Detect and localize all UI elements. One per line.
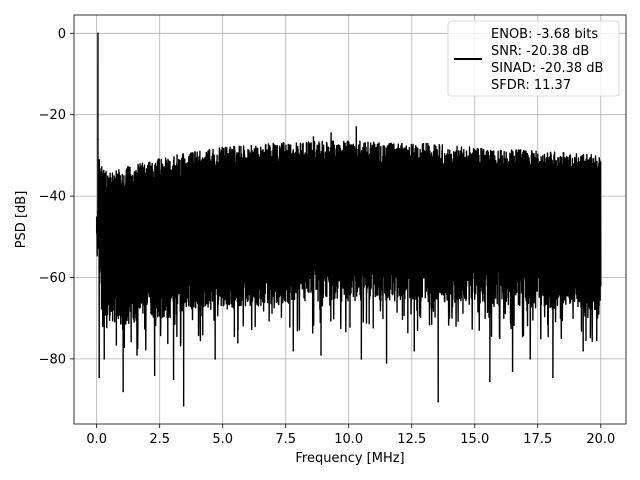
x-tick-label: 17.5 <box>523 432 552 447</box>
x-axis-label: Frequency [MHz] <box>295 451 404 466</box>
psd-dip-point <box>552 376 554 378</box>
x-tick-label: 12.5 <box>397 432 426 447</box>
y-tick-label: −40 <box>39 190 66 205</box>
psd-trace-line <box>95 32 602 407</box>
plot-frame <box>73 14 627 425</box>
y-tick-label: 0 <box>58 27 66 42</box>
legend-box <box>447 20 620 97</box>
x-axis-ticks: 0.0 2.5 5.0 7.5 10.0 12.5 15.0 17.5 20.0 <box>86 424 615 447</box>
y-tick-label: −20 <box>39 108 66 123</box>
psd-peak-point <box>97 138 99 140</box>
psd-dip-point <box>360 358 363 360</box>
psd-dip-point <box>582 349 584 352</box>
x-tick-label: 7.5 <box>275 432 296 447</box>
psd-dip-point <box>320 354 322 356</box>
psd-dip-point <box>214 358 216 360</box>
psd-dip-point <box>103 358 106 360</box>
legend-sinad: SINAD: -20.38 dB <box>491 61 603 76</box>
psd-peak-point <box>330 132 332 134</box>
psd-dc-peak-point <box>97 32 99 35</box>
psd-dip-point <box>437 400 440 403</box>
y-tick-label: −80 <box>39 352 66 367</box>
y-axis-label: PSD [dB] <box>14 191 29 249</box>
x-tick-label: 5.0 <box>212 432 233 447</box>
psd-dip-point <box>292 349 295 352</box>
psd-dip-point <box>122 390 124 393</box>
psd-peak-point <box>355 126 358 128</box>
legend-snr: SNR: -20.38 dB <box>491 44 589 59</box>
psd-dip-point <box>413 349 416 352</box>
psd-dip-point <box>172 378 175 381</box>
x-tick-label: 0.0 <box>86 432 107 447</box>
psd-dip-point <box>511 370 514 372</box>
legend-sfdr: SFDR: 11.37 <box>491 78 571 93</box>
y-axis-ticks: 0 −20 −40 −60 −80 <box>39 27 74 367</box>
legend: ENOB: -3.68 bits SNR: -20.38 dB SINAD: -… <box>447 20 620 97</box>
psd-dip-point <box>237 341 239 344</box>
psd-dip-point <box>489 380 491 383</box>
series-psd <box>95 32 602 407</box>
psd-dip-point <box>182 404 185 407</box>
x-tick-label: 10.0 <box>334 432 363 447</box>
psd-dip-point <box>529 358 532 360</box>
x-tick-label: 20.0 <box>586 432 615 447</box>
psd-dip-point <box>385 362 388 364</box>
y-tick-label: −60 <box>39 271 66 286</box>
psd-peak-point <box>312 136 315 138</box>
x-tick-label: 2.5 <box>149 432 170 447</box>
x-tick-label: 15.0 <box>460 432 489 447</box>
psd-dip-point <box>98 376 101 378</box>
psd-dip-point <box>136 354 138 356</box>
psd-dip-point <box>153 374 156 376</box>
legend-enob: ENOB: -3.68 bits <box>491 27 598 42</box>
